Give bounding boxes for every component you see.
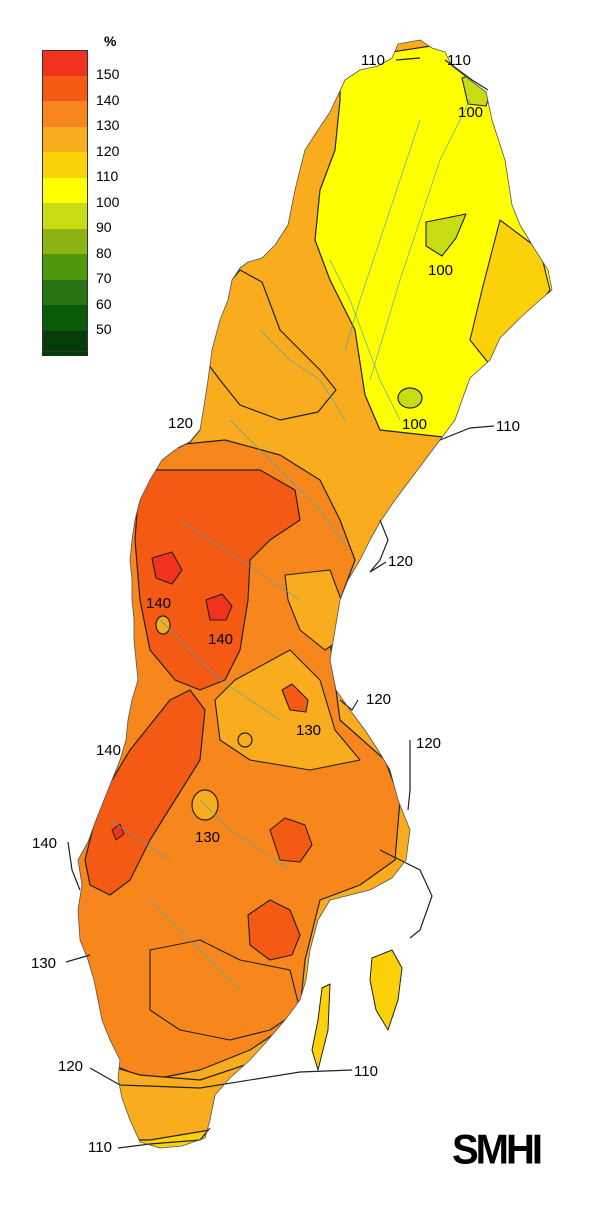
contour-label-e-110: 110 xyxy=(496,418,520,435)
legend-swatch xyxy=(42,203,88,229)
contour-label-w-140: 140 xyxy=(96,742,122,759)
legend-swatch xyxy=(42,254,88,280)
zone-100-mid xyxy=(425,213,467,257)
river-line xyxy=(199,799,291,871)
legend-swatch xyxy=(42,75,88,101)
legend-label: 130 xyxy=(96,117,120,133)
river-line xyxy=(159,619,281,721)
zone-150-a xyxy=(151,551,183,585)
legend-label: 90 xyxy=(96,219,112,235)
river-line xyxy=(329,259,401,421)
legend-label: 50 xyxy=(96,321,112,337)
sweden-outline xyxy=(77,39,553,1149)
legend-swatch xyxy=(42,152,88,178)
contour-label-w-130: 130 xyxy=(31,955,57,972)
legend-label: 120 xyxy=(96,142,120,159)
zone-150-c xyxy=(111,823,125,841)
contour-label-c-130-a: 130 xyxy=(296,722,322,739)
contour-leader xyxy=(65,954,91,963)
legend-unit: % xyxy=(104,33,117,49)
river-line xyxy=(109,819,171,861)
smhi-logo: SMHI xyxy=(452,1126,543,1174)
contour-label-w-120: 120 xyxy=(168,415,194,432)
river-line xyxy=(344,119,421,351)
contour-leader xyxy=(379,849,433,939)
zone-150-b xyxy=(205,593,233,621)
contour-label-n-100-top: 100 xyxy=(458,104,484,121)
contour-label-s-110-w: 110 xyxy=(88,1139,112,1156)
contour-label-c-140-b: 140 xyxy=(208,631,234,648)
contour-label-n-110-left: 110 xyxy=(361,52,385,69)
contour-label-n-100-mid: 100 xyxy=(428,262,454,279)
contour-label-c-140-a: 140 xyxy=(146,595,172,612)
contour-leader xyxy=(89,1067,353,1089)
legend-swatch xyxy=(42,126,88,152)
legend-label: 110 xyxy=(96,168,119,184)
zone-110-south xyxy=(78,1129,301,1148)
zone-130-island-a xyxy=(155,615,171,635)
contour-leader xyxy=(67,841,81,891)
contour-label-sw-140: 140 xyxy=(32,835,58,852)
legend-swatch xyxy=(42,50,88,76)
zone-140-south xyxy=(247,899,301,961)
contour-leader xyxy=(117,1127,211,1149)
oland-island xyxy=(311,983,331,1071)
zone-140-small xyxy=(281,683,309,713)
legend-label: 60 xyxy=(96,295,112,312)
contour-leader xyxy=(439,425,495,441)
legend-label: 70 xyxy=(96,270,112,286)
legend-label: 80 xyxy=(96,244,112,261)
legend-swatch xyxy=(42,330,88,356)
contour-leader xyxy=(444,59,489,91)
contour-label-s-110-e: 110 xyxy=(354,1063,378,1080)
legend-swatch xyxy=(42,101,88,127)
contour-leader xyxy=(369,519,389,573)
contour-leader xyxy=(339,699,359,711)
river-line xyxy=(149,899,241,991)
zone-140-west xyxy=(84,689,206,896)
contour-leader xyxy=(407,740,411,811)
legend-swatch xyxy=(42,177,88,203)
zone-130-island-c xyxy=(237,732,253,748)
zone-140-lake xyxy=(269,817,313,863)
contour-label-n-110-right: 110 xyxy=(447,52,471,69)
contour-label-e-120-c: 120 xyxy=(416,735,442,752)
zone-140-north xyxy=(134,469,301,691)
gotland-island xyxy=(369,949,403,1031)
legend-label: 150 xyxy=(96,66,120,82)
legend-swatch xyxy=(42,228,88,254)
contour-leader xyxy=(395,57,421,61)
contour-label-e-120-a: 120 xyxy=(388,553,414,570)
legend-label: 140 xyxy=(96,91,120,108)
legend-swatch xyxy=(42,305,88,331)
river-line xyxy=(179,519,301,601)
river-line xyxy=(259,329,346,421)
contour-label-s-120: 120 xyxy=(58,1058,84,1075)
contour-label-e-120-b: 120 xyxy=(366,691,392,708)
river-line xyxy=(229,419,346,546)
river-line xyxy=(369,99,471,381)
contour-label-c-130-b: 130 xyxy=(195,829,221,846)
legend-label: 100 xyxy=(96,193,120,210)
zone-100-low xyxy=(397,387,423,409)
legend-swatch xyxy=(42,279,88,305)
contour-label-n-100-low: 100 xyxy=(402,416,428,433)
